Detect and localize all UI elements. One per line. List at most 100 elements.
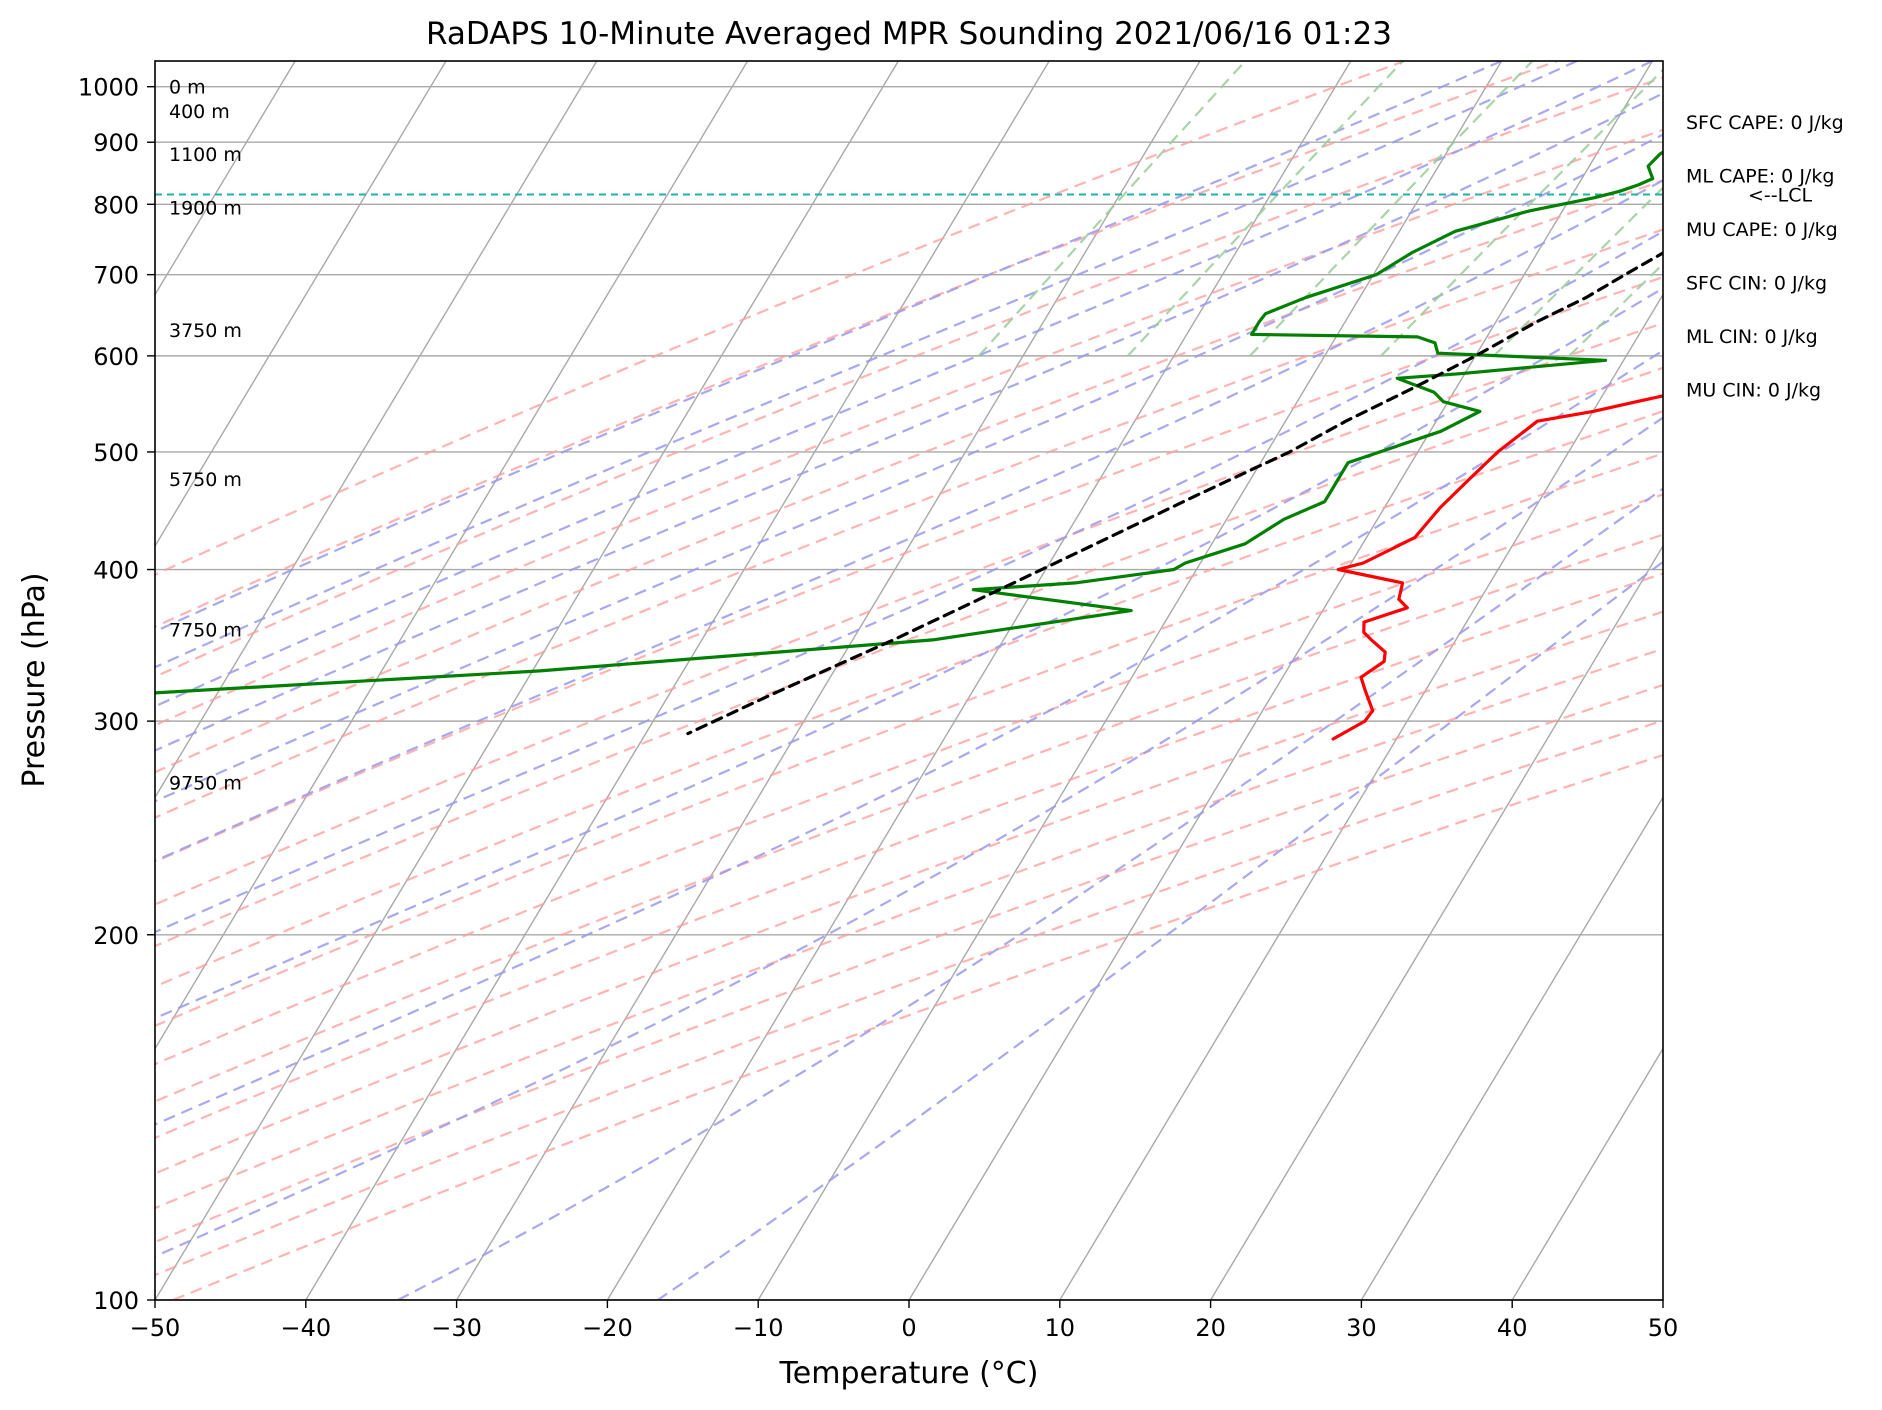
dry-adiabat-line [155,228,1663,819]
moist-adiabat-line [155,179,1663,863]
mixing-ratio-line [1493,186,1663,357]
dry-adiabat-line [155,275,1663,863]
dry-adiabat-line [155,321,1663,906]
height-label: 400 m [169,101,230,123]
x-tick-label: 20 [1195,1314,1226,1342]
moist-adiabat-line [155,286,1663,1020]
mixing-ratio-line [1568,262,1663,357]
stat-text: SFC CAPE: 0 J/kg [1686,112,1844,134]
x-tick-label: 40 [1497,1314,1528,1342]
height-label: 5750 m [169,469,242,491]
x-tick-label: 10 [1045,1314,1076,1342]
moist-adiabat-line [155,61,1578,669]
x-tick-label: −40 [280,1314,331,1342]
temperature-line [1331,394,1663,741]
chart-title: RaDAPS 10-Minute Averaged MPR Sounding 2… [426,16,1392,52]
background-grid [155,61,1882,1300]
stat-text: MU CAPE: 0 J/kg [1686,219,1838,241]
moist-adiabat-line [155,349,1663,1126]
height-label: 9750 m [169,773,242,795]
isotherm-line [908,61,1654,1300]
moist-adiabat-line [155,133,1663,803]
y-tick-label: 500 [93,439,139,467]
isotherm-line [155,61,598,799]
dry-adiabat-line [155,493,1663,1066]
height-label: 1900 m [169,198,242,220]
x-axis-label: Temperature (°C) [779,1356,1039,1391]
series-layer [155,150,1663,741]
isotherm-line [305,61,1050,1300]
x-tick-label: 30 [1346,1314,1377,1342]
dewpoint-line [155,150,1663,695]
isotherm-line [1059,293,1663,1300]
y-tick-label: 400 [93,557,139,585]
isotherm-line [1662,1298,1663,1300]
x-tick-label: −20 [582,1314,633,1342]
dry-adiabat-line [155,366,1663,948]
x-tick-label: 0 [901,1314,916,1342]
isotherm-line [606,61,1352,1300]
y-tick-label: 100 [93,1287,139,1315]
y-tick-label: 200 [93,922,139,950]
dry-adiabat-line [155,61,1405,576]
dry-adiabat-line [155,452,1663,1028]
dry-adiabat-line [155,76,1663,679]
height-label: 1100 m [169,144,242,166]
isotherm-line [155,61,447,548]
dry-adiabat-line [155,610,1663,1175]
y-tick-label: 900 [93,129,139,157]
mixing-ratio-line [1673,61,1882,356]
moist-adiabat-line [155,61,1653,708]
lcl-label: <--LCL [1748,185,1812,207]
dry-adiabat-line [155,179,1663,774]
isotherm-line [155,61,900,1300]
moist-adiabat-line [155,92,1663,752]
dry-adiabat-line [155,128,1663,727]
x-tick-label: −50 [130,1314,181,1342]
isotherm-line [1511,1047,1663,1300]
dry-adiabat-line [155,647,1663,1210]
dry-adiabat-line [155,572,1663,1140]
isotherm-line [1209,544,1663,1300]
y-tick-label: 800 [93,191,139,219]
mixing-ratio-line [1766,61,1882,356]
moist-adiabat-line [397,487,1663,1300]
ticks: −50 −40 −30 −20 −10 0 10 20 30 40 50 1000 900 800 700 6… [78,74,1678,1342]
parcel-line [686,251,1663,736]
mixing-ratio-line [1380,68,1663,357]
y-tick-label: 1000 [78,74,139,102]
mixing-ratio-line [978,61,1247,357]
y-tick-label: 700 [93,262,139,290]
stat-text: ML CIN: 0 J/kg [1686,326,1818,348]
height-label: 3750 m [169,320,242,342]
y-axis-label: Pressure (hPa) [17,572,52,787]
moist-adiabat-line [657,560,1663,1300]
stat-text: SFC CIN: 0 J/kg [1686,273,1827,295]
y-tick-label: 600 [93,343,139,371]
x-tick-label: 50 [1648,1314,1679,1342]
moist-adiabat-line [155,61,1503,633]
dry-adiabat-line [155,533,1663,1103]
mixing-ratio-line [1126,61,1404,357]
x-tick-label: −10 [733,1314,784,1342]
y-tick-label: 300 [93,708,139,736]
isotherm-line [155,61,296,297]
x-tick-label: −30 [431,1314,482,1342]
moist-adiabat-line [155,416,1663,1258]
mixing-ratio-line [1833,61,1882,356]
dry-adiabat-line [155,410,1663,988]
moist-adiabat-line [155,230,1663,934]
height-label: 0 m [169,77,206,99]
dry-adiabat-line [155,61,1558,628]
stat-text: MU CIN: 0 J/kg [1686,380,1821,402]
dry-adiabat-line [155,719,1663,1277]
stats-panel: SFC CAPE: 0 J/kg ML CAPE: 0 J/kg MU CAPE: … [1686,112,1844,402]
mixing-ratio-line [1249,61,1534,357]
height-label: 7750 m [169,619,242,641]
isotherm-line [455,61,1201,1300]
isotherm-line [1360,795,1663,1300]
stat-text: ML CAPE: 0 J/kg [1686,166,1834,188]
